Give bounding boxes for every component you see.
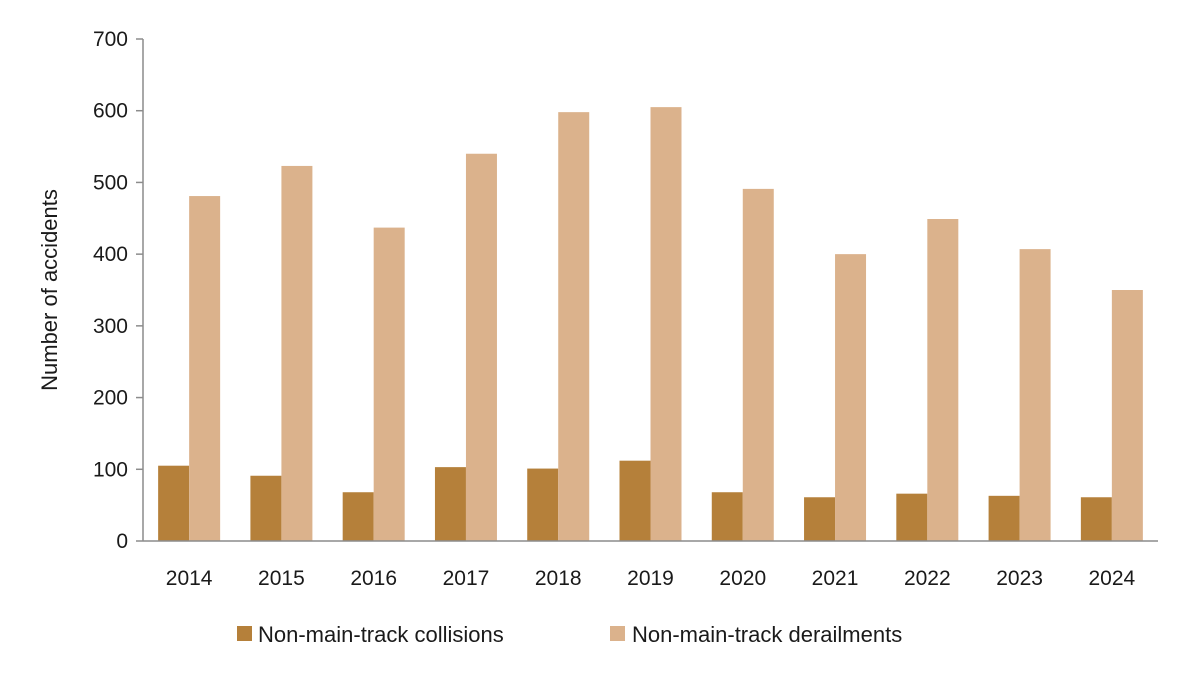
legend-label-derailments: Non-main-track derailments — [632, 622, 902, 647]
x-tick-label: 2020 — [719, 567, 766, 590]
bar-collisions-2020 — [711, 492, 743, 541]
y-tick-label: 200 — [93, 387, 128, 410]
y-axis-title: Number of accidents — [37, 189, 62, 391]
y-axis-ticks: 0 100 200 300 400 500 600 700 — [93, 28, 143, 553]
x-tick-label: 2016 — [350, 567, 397, 590]
bar-collisions-2014 — [158, 465, 190, 541]
bar-collisions-2024 — [1080, 497, 1112, 541]
bar-derailments-2019 — [650, 107, 682, 541]
x-tick-label: 2015 — [258, 567, 305, 590]
bar-derailments-2024 — [1111, 290, 1143, 541]
bar-derailments-2022 — [927, 219, 959, 541]
bar-derailments-2023 — [1019, 249, 1051, 541]
x-axis-ticks: 2014 2015 2016 2017 2018 2019 2020 2021 2022 2023… — [166, 567, 1136, 590]
bar-derailments-2014 — [189, 196, 221, 541]
bar-collisions-2023 — [988, 495, 1020, 541]
bar-collisions-2021 — [804, 497, 836, 541]
bar-collisions-2017 — [434, 467, 466, 541]
y-tick-label: 100 — [93, 458, 128, 481]
y-tick-label: 400 — [93, 243, 128, 266]
bar-derailments-2015 — [281, 165, 313, 542]
x-tick-label: 2023 — [996, 567, 1043, 590]
x-tick-label: 2018 — [535, 567, 582, 590]
bar-derailments-2018 — [558, 112, 590, 542]
legend-swatch-derailments — [610, 626, 625, 641]
x-tick-label: 2017 — [443, 567, 490, 590]
bar-collisions-2015 — [250, 475, 282, 541]
bars — [158, 107, 1143, 542]
bar-collisions-2019 — [619, 460, 651, 541]
y-tick-label: 700 — [93, 28, 128, 51]
y-tick-label: 600 — [93, 100, 128, 123]
bar-derailments-2020 — [742, 188, 774, 541]
bar-collisions-2016 — [342, 492, 374, 541]
y-tick-label: 300 — [93, 315, 128, 338]
bar-collisions-2022 — [896, 493, 928, 541]
bar-derailments-2017 — [465, 153, 497, 541]
x-tick-label: 2019 — [627, 567, 674, 590]
bar-derailments-2021 — [835, 254, 867, 541]
legend: Non-main-track collisions Non-main-track … — [237, 622, 902, 647]
x-tick-label: 2014 — [166, 567, 213, 590]
y-tick-label: 500 — [93, 171, 128, 194]
bar-derailments-2016 — [373, 227, 405, 541]
x-tick-label: 2021 — [812, 567, 859, 590]
x-tick-label: 2024 — [1089, 567, 1136, 590]
y-tick-label: 0 — [116, 530, 128, 553]
x-tick-label: 2022 — [904, 567, 951, 590]
bar-collisions-2018 — [527, 468, 559, 541]
legend-label-collisions: Non-main-track collisions — [258, 622, 504, 647]
legend-swatch-collisions — [237, 626, 252, 641]
